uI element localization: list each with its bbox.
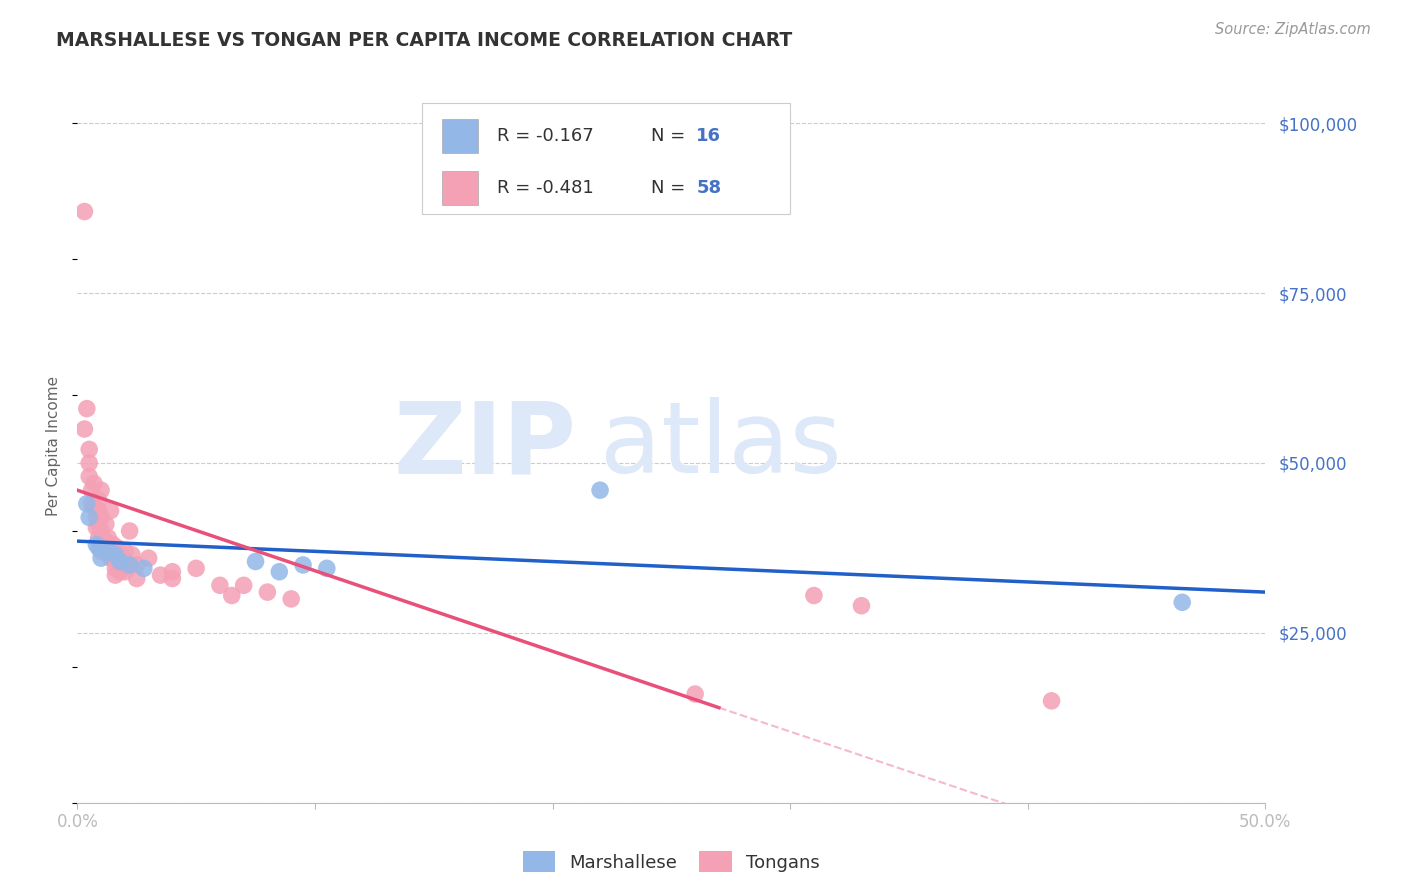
Point — [315, 561, 337, 575]
Point — [87, 541, 110, 555]
Text: 58: 58 — [696, 178, 721, 197]
Point — [73, 204, 96, 219]
Point — [232, 578, 254, 592]
Point — [104, 568, 127, 582]
Text: MARSHALLESE VS TONGAN PER CAPITA INCOME CORRELATION CHART: MARSHALLESE VS TONGAN PER CAPITA INCOME … — [56, 31, 793, 50]
Point — [107, 541, 129, 555]
Point — [683, 687, 706, 701]
Point — [86, 537, 108, 551]
FancyBboxPatch shape — [422, 103, 790, 214]
Point — [86, 520, 108, 534]
Point — [269, 565, 291, 579]
Point — [83, 500, 105, 515]
Point — [80, 497, 103, 511]
Point — [138, 551, 160, 566]
Point — [186, 561, 208, 575]
Point — [162, 572, 184, 586]
Point — [132, 561, 155, 575]
Point — [292, 558, 315, 572]
Point — [589, 483, 612, 498]
Text: R = -0.481: R = -0.481 — [496, 178, 593, 197]
Point — [83, 476, 105, 491]
Point — [97, 531, 120, 545]
Point — [221, 589, 243, 603]
Point — [101, 551, 124, 566]
Point — [73, 422, 96, 436]
Point — [101, 537, 124, 551]
Point — [162, 565, 184, 579]
Point — [94, 534, 117, 549]
Point — [90, 483, 112, 498]
Point — [104, 561, 127, 575]
Point — [1040, 694, 1063, 708]
Point — [280, 591, 302, 606]
Point — [97, 544, 120, 558]
Point — [87, 493, 110, 508]
Point — [94, 544, 117, 558]
Point — [90, 551, 112, 566]
FancyBboxPatch shape — [441, 119, 478, 153]
Point — [94, 517, 117, 532]
Point — [208, 578, 231, 592]
Point — [86, 510, 108, 524]
Point — [108, 555, 131, 569]
Point — [114, 565, 136, 579]
Point — [87, 517, 110, 532]
Point — [111, 555, 134, 569]
Point — [1171, 595, 1194, 609]
Point — [77, 456, 100, 470]
Point — [97, 548, 120, 562]
Text: 16: 16 — [696, 127, 721, 145]
Point — [108, 565, 131, 579]
Point — [90, 544, 112, 558]
Point — [90, 537, 112, 551]
Point — [87, 531, 110, 545]
Point — [851, 599, 873, 613]
Point — [803, 589, 825, 603]
Point — [100, 551, 122, 566]
Point — [90, 524, 112, 538]
Legend: Marshallese, Tongans: Marshallese, Tongans — [516, 844, 827, 880]
Point — [114, 544, 136, 558]
Text: N =: N = — [651, 127, 692, 145]
Point — [77, 510, 100, 524]
Text: ZIP: ZIP — [394, 398, 576, 494]
Point — [256, 585, 278, 599]
Y-axis label: Per Capita Income: Per Capita Income — [46, 376, 62, 516]
Point — [76, 401, 98, 416]
FancyBboxPatch shape — [441, 170, 478, 205]
Point — [118, 524, 141, 538]
Text: atlas: atlas — [600, 398, 842, 494]
Point — [108, 551, 131, 566]
Point — [87, 503, 110, 517]
Point — [90, 510, 112, 524]
Point — [245, 555, 267, 569]
Point — [77, 442, 100, 457]
Point — [118, 558, 141, 572]
Text: R = -0.167: R = -0.167 — [496, 127, 593, 145]
Point — [104, 548, 127, 562]
Point — [125, 558, 148, 572]
Text: N =: N = — [651, 178, 692, 197]
Point — [77, 469, 100, 483]
Point — [100, 503, 122, 517]
Point — [149, 568, 172, 582]
Point — [76, 497, 98, 511]
Point — [80, 483, 103, 498]
Point — [115, 558, 138, 572]
Point — [125, 572, 148, 586]
Text: Source: ZipAtlas.com: Source: ZipAtlas.com — [1215, 22, 1371, 37]
Point — [121, 548, 143, 562]
Point — [107, 558, 129, 572]
